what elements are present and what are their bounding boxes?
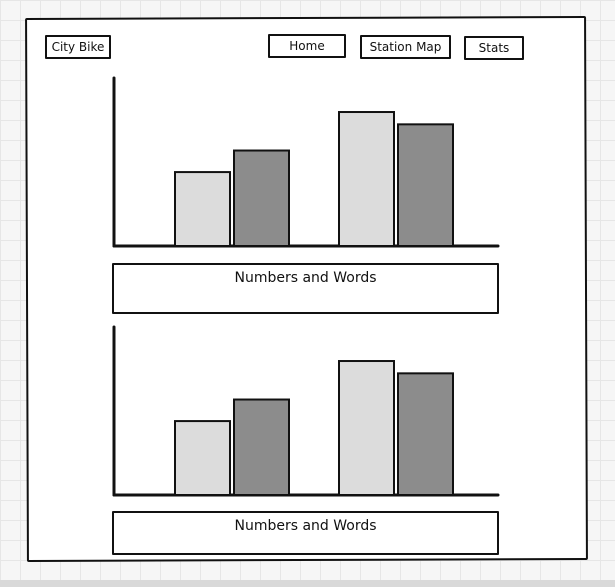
- caption-box-2: Numbers and Words: [112, 511, 499, 555]
- brand-button[interactable]: City Bike: [45, 35, 111, 59]
- nav-home-button[interactable]: Home: [268, 34, 346, 58]
- nav-station-map-button[interactable]: Station Map: [360, 35, 451, 59]
- caption-box-1: Numbers and Words: [112, 263, 499, 314]
- nav-stats-button[interactable]: Stats: [464, 36, 524, 60]
- bottom-scrollbar[interactable]: [0, 580, 615, 587]
